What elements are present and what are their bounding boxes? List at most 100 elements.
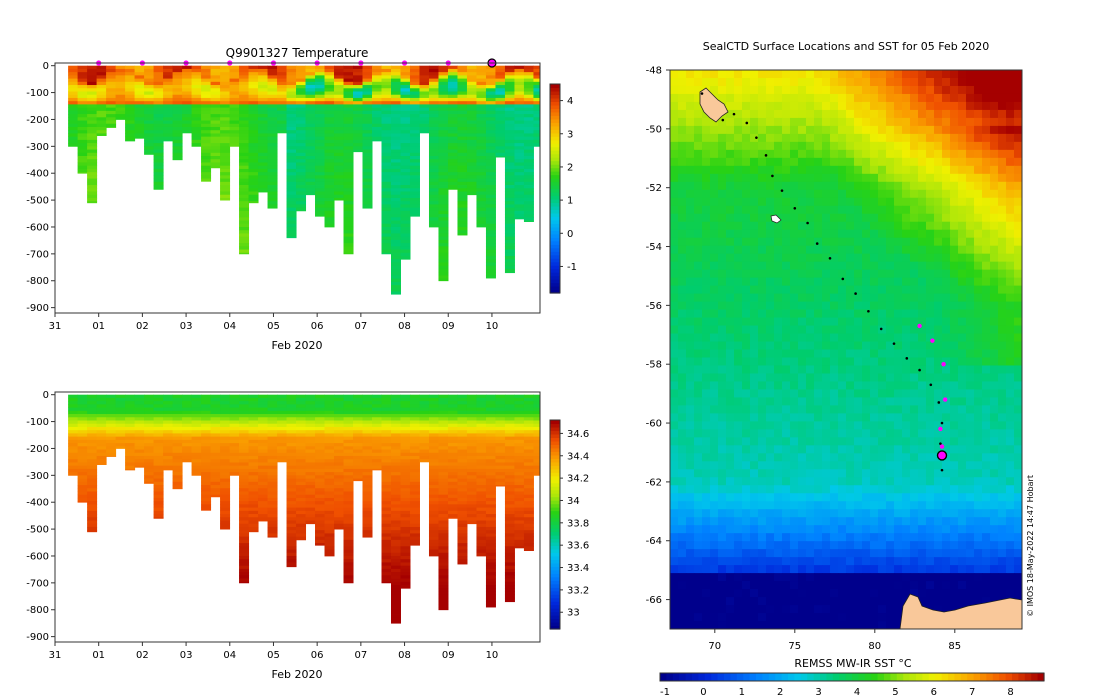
section-cell <box>381 185 392 189</box>
section-cell <box>400 204 411 209</box>
section-cell <box>457 191 468 196</box>
section-cell <box>409 136 420 141</box>
section-cell <box>315 72 326 76</box>
section-cell <box>457 168 468 173</box>
section-cell <box>485 472 496 476</box>
section-cell <box>220 446 231 450</box>
section-cell <box>277 120 288 125</box>
section-cell <box>495 465 506 470</box>
section-cell <box>210 430 221 434</box>
section-cell <box>172 423 183 428</box>
section-cell <box>485 565 496 570</box>
colorbar-swatch <box>550 503 560 508</box>
section-cell <box>400 410 411 415</box>
section-cell <box>447 139 458 144</box>
section-cell <box>277 114 288 118</box>
section-cell <box>419 72 430 76</box>
sst-cell <box>838 85 847 95</box>
sst-cell <box>822 93 831 103</box>
section-cell <box>514 414 525 418</box>
section-cell <box>466 478 477 483</box>
section-cell <box>305 407 316 412</box>
section-cell <box>125 104 136 109</box>
section-cell <box>77 465 88 470</box>
section-cell <box>334 194 345 199</box>
section-cell <box>267 443 278 447</box>
section-cell <box>447 75 458 79</box>
section-cell <box>400 559 411 563</box>
section-cell <box>372 114 382 118</box>
section-cell <box>87 481 98 486</box>
section-cell <box>87 449 98 454</box>
section-cell <box>182 88 193 92</box>
section-cell <box>523 488 534 492</box>
section-cell <box>248 430 259 434</box>
section-cell <box>96 449 107 454</box>
section-cell <box>504 410 515 415</box>
section-cell <box>239 475 250 479</box>
sst-cell <box>870 77 879 87</box>
colorbar-swatch <box>550 268 560 273</box>
sst-cell <box>790 165 799 175</box>
section-cell <box>220 91 231 96</box>
section-cell <box>315 85 326 89</box>
sst-cell <box>830 109 839 119</box>
section-cell <box>87 101 98 105</box>
colorbar-swatch <box>550 230 560 235</box>
section-cell <box>277 91 288 96</box>
section-cell <box>248 133 259 138</box>
sst-cell <box>718 117 727 127</box>
colorbar-swatch <box>550 94 560 99</box>
sst-cell <box>686 149 695 159</box>
section-cell <box>504 156 515 160</box>
section-cell <box>390 204 401 209</box>
section-cell <box>504 417 515 421</box>
section-cell <box>457 81 468 86</box>
section-cell <box>504 494 515 499</box>
sst-cell <box>678 173 687 183</box>
section-cell <box>248 401 259 405</box>
section-cell <box>277 433 288 438</box>
section-cell <box>239 175 250 179</box>
sst-cell <box>846 173 855 183</box>
section-cell <box>485 475 496 479</box>
section-cell <box>362 426 373 431</box>
section-cell <box>229 136 240 141</box>
section-cell <box>286 420 297 425</box>
sst-cell <box>998 197 1007 207</box>
section-cell <box>315 107 326 112</box>
section-cell <box>476 107 487 112</box>
section-cell <box>87 397 98 402</box>
section-cell <box>125 404 136 408</box>
sst-cell <box>670 101 679 111</box>
section-cell <box>239 249 250 254</box>
section-cell <box>315 81 326 86</box>
section-cell <box>428 188 439 192</box>
section-cell <box>343 436 354 441</box>
section-cell <box>239 491 250 496</box>
section-cell <box>87 485 98 489</box>
section-cell <box>115 420 126 425</box>
section-cell <box>286 139 297 144</box>
section-cell <box>514 468 525 473</box>
sst-cell <box>766 101 775 111</box>
sst-cell <box>990 109 999 119</box>
sst-cell <box>726 133 735 143</box>
section-cell <box>248 136 259 141</box>
sst-cell <box>774 189 783 199</box>
section-cell <box>334 81 345 86</box>
sst-cell <box>878 189 887 199</box>
section-cell <box>296 97 307 102</box>
section-cell <box>267 68 278 73</box>
section-cell <box>220 517 231 521</box>
section-cell <box>267 414 278 418</box>
section-cell <box>77 139 88 144</box>
section-cell <box>220 439 231 444</box>
section-cell <box>343 133 354 138</box>
section-cell <box>495 397 506 402</box>
section-cell <box>163 85 174 89</box>
section-cell <box>163 430 174 434</box>
section-cell <box>447 459 458 463</box>
section-cell <box>286 520 297 525</box>
sst-cell <box>926 189 935 199</box>
